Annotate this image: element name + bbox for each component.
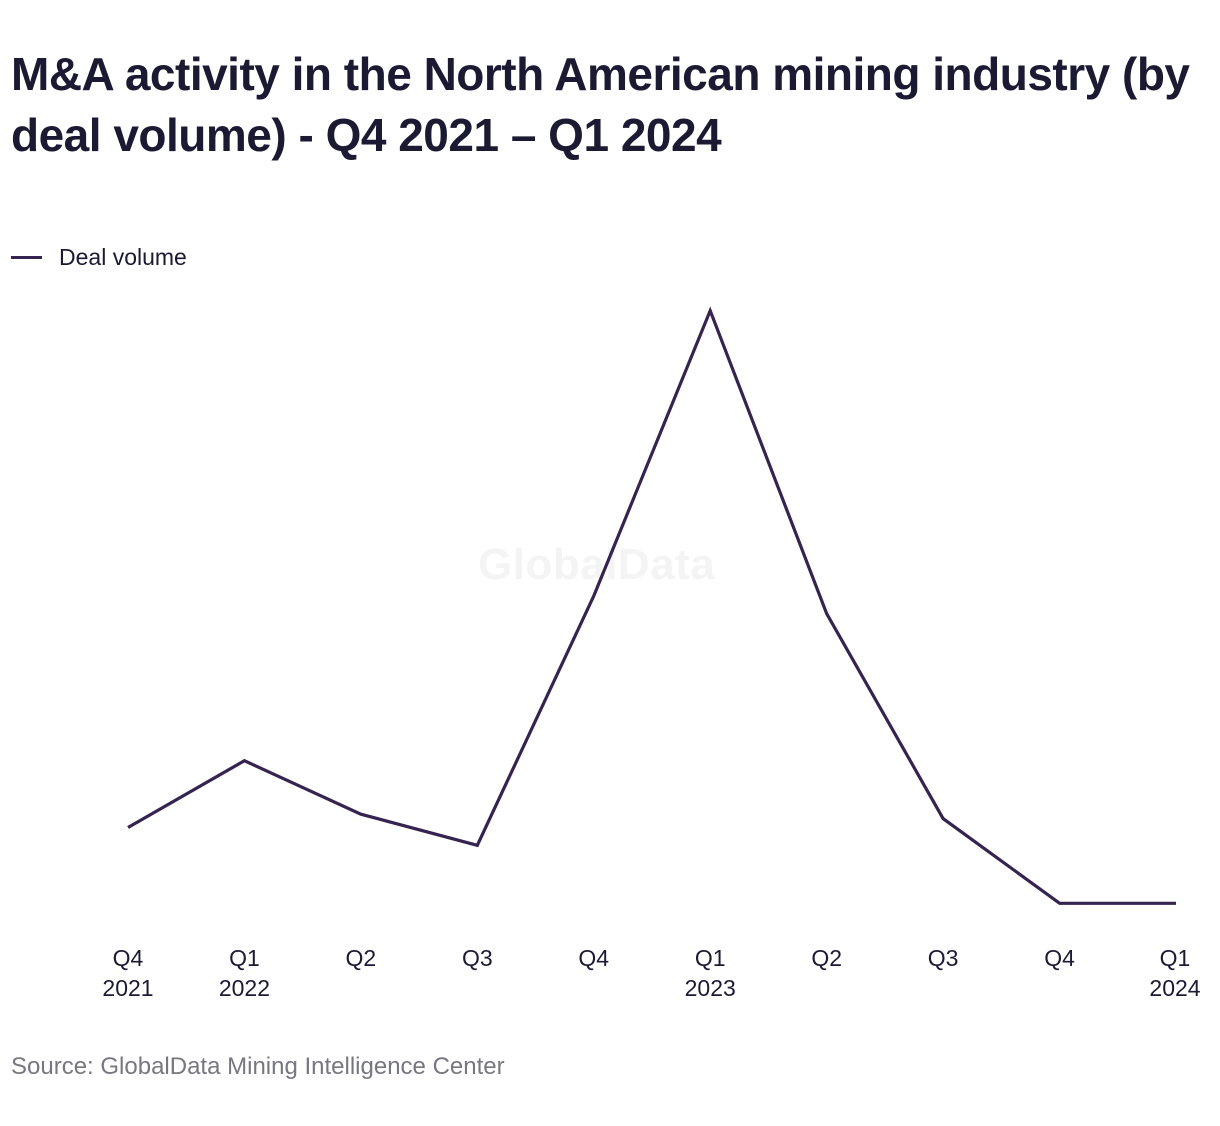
x-tick-label: Q1 2022 — [219, 945, 270, 1001]
x-tick-label: Q4 — [1044, 945, 1075, 971]
globaldata-watermark: GlobalData — [478, 540, 716, 589]
x-axis-labels: Q4 2021 Q1 2022 Q2 Q3 Q4 Q1 2023 Q2 Q3 Q4 Q1 2024 — [102, 945, 1200, 1001]
x-tick-label: Q1 2024 — [1149, 945, 1200, 1001]
x-tick-label: Q2 — [811, 945, 842, 971]
legend-line-swatch — [11, 255, 42, 259]
x-tick-label: Q1 2023 — [685, 945, 736, 1001]
chart-title: M&A activity in the North American minin… — [11, 48, 1190, 161]
x-tick-label: Q3 — [462, 945, 493, 971]
source-note: Source: GlobalData Mining Intelligence C… — [11, 1053, 505, 1080]
x-tick-label: Q3 — [928, 945, 959, 971]
x-tick-label: Q4 — [578, 945, 609, 971]
series-line-deal-volume — [127, 306, 1176, 905]
legend: Deal volume — [11, 243, 187, 271]
x-tick-label: Q4 2021 — [102, 945, 153, 1001]
series-group — [127, 306, 1176, 905]
x-tick-label: Q2 — [346, 945, 377, 971]
legend-label-deal-volume: Deal volume — [59, 243, 187, 270]
